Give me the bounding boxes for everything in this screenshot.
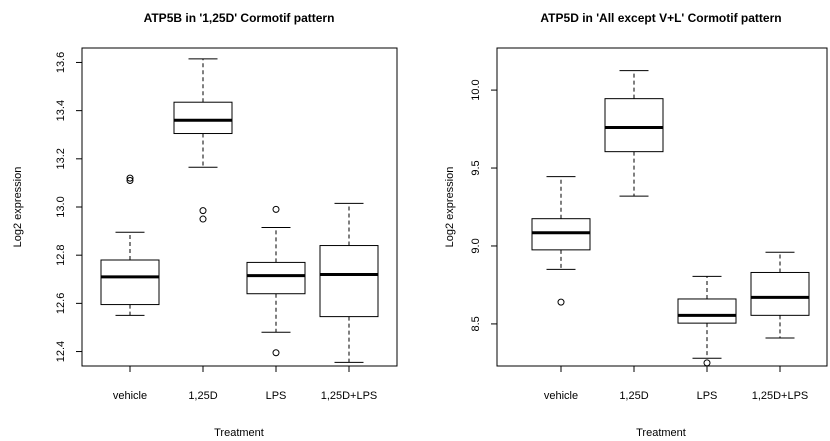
x-tick-label: LPS [266,390,287,402]
x-axis: vehicle 1,25D LPS 1,25D+LPS [113,365,378,402]
x-tick-label: vehicle [113,390,147,402]
outlier-point [272,349,280,357]
iqr-box [750,271,810,316]
box-1,25D+LPS [750,251,810,339]
x-tick-label: 1,25D+LPS [321,390,378,402]
box-LPS [246,205,306,357]
outlier-point [126,174,134,182]
x-axis: vehicle 1,25D LPS 1,25D+LPS [544,365,809,402]
boxplot-panel-right: ATP5D in 'All except V+L' Cormotif patte… [444,11,828,439]
iqr-box [604,98,664,153]
iqr-box [531,218,591,251]
outlier-point [199,207,207,215]
x-axis-label: Treatment [636,427,686,439]
outlier-point [199,215,207,223]
box-1,25D [604,70,664,197]
boxes [531,70,810,367]
x-tick-label: LPS [697,390,718,402]
y-axis-label: Log2 expression [444,167,456,248]
y-tick-label: 12.4 [55,341,67,362]
iqr-box [246,261,306,295]
iqr-box [677,298,737,324]
y-axis: 12.4 12.6 12.8 13.0 13.2 13.4 13.6 [55,52,83,362]
chart-title: ATP5D in 'All except V+L' Cormotif patte… [540,11,781,25]
y-tick-label: 9.5 [470,160,482,175]
plot-frame [496,47,828,367]
y-tick-label: 8.5 [470,316,482,331]
x-tick-label: 1,25D+LPS [752,390,809,402]
plot-frame [81,47,398,367]
iqr-box [100,259,160,306]
chart-title: ATP5B in '1,25D' Cormotif pattern [144,11,335,25]
x-axis-label: Treatment [214,427,264,439]
x-tick-label: 1,25D [188,390,217,402]
iqr-box [173,101,233,135]
y-tick-label: 13.0 [55,196,67,217]
y-tick-label: 12.6 [55,293,67,314]
x-tick-label: 1,25D [619,390,648,402]
y-tick-label: 10.0 [470,79,482,100]
x-tick-label: vehicle [544,390,578,402]
box-1,25D [173,58,233,223]
boxplot-panel-left: ATP5B in '1,25D' Cormotif pattern 12.412… [12,11,398,439]
y-tick-label: 13.6 [55,52,67,73]
y-tick-label: 13.4 [55,100,67,121]
outlier-point [126,177,134,184]
outlier-point [272,205,280,213]
iqr-box [319,245,379,318]
box-vehicle [531,176,591,306]
y-axis: 8.5 9.0 9.5 10.0 [470,79,498,332]
box-vehicle [100,174,160,316]
outlier-point [703,359,711,367]
boxes [100,58,379,363]
y-tick-label: 12.8 [55,244,67,265]
y-tick-label: 13.2 [55,148,67,169]
box-1,25D+LPS [319,202,379,363]
outlier-point [557,298,565,306]
y-axis-label: Log2 expression [12,167,24,248]
box-LPS [677,275,737,367]
y-tick-label: 9.0 [470,238,482,253]
